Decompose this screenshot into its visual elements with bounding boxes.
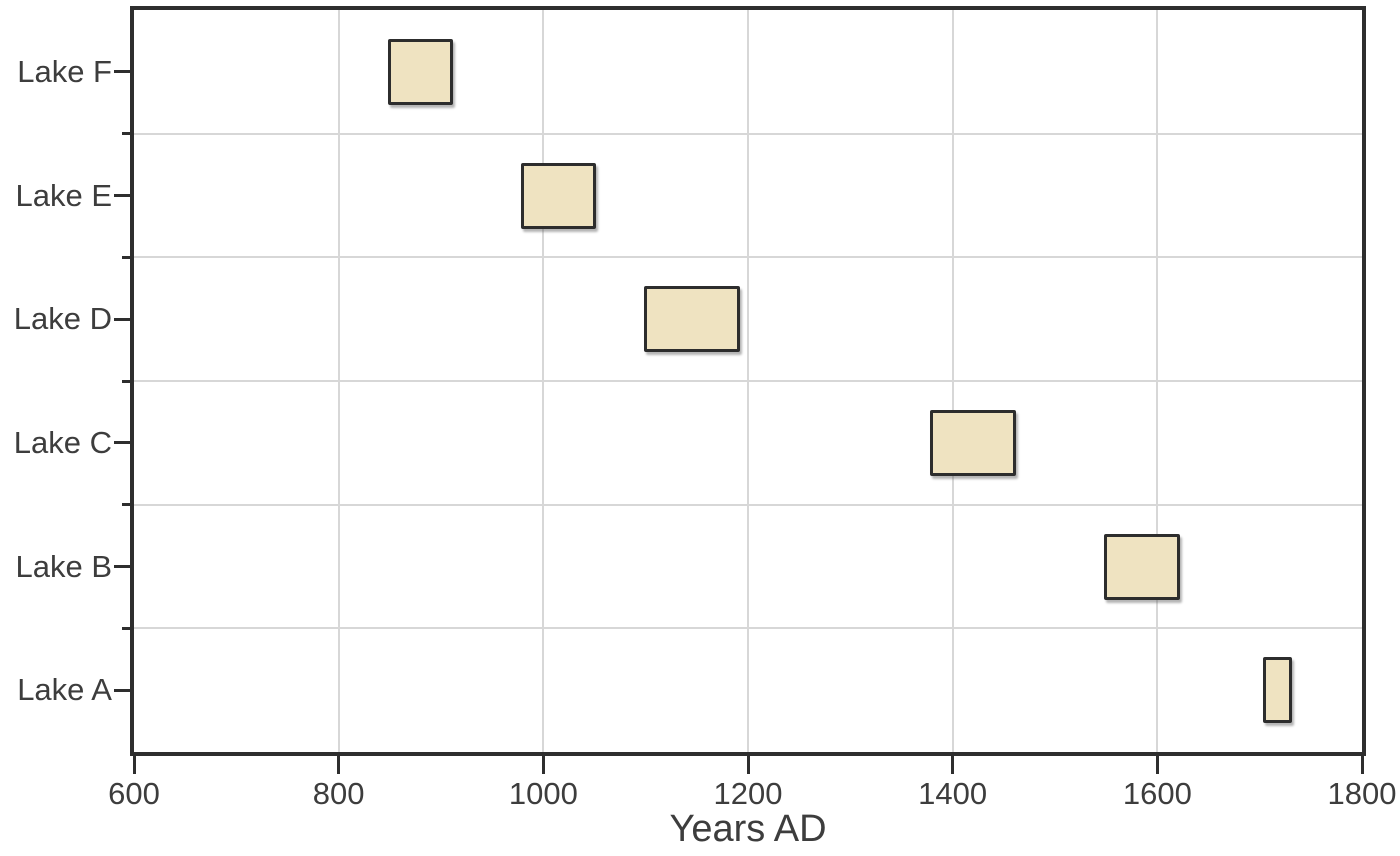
plot-area — [130, 6, 1366, 756]
y-axis-minor-tick — [122, 503, 130, 507]
y-axis-major-tick — [114, 70, 130, 74]
range-box-lake-e — [520, 162, 597, 229]
y-axis-major-tick — [114, 441, 130, 445]
horizontal-gridline — [134, 380, 1362, 382]
range-box-lake-f — [387, 38, 454, 105]
x-tick-label: 600 — [108, 776, 160, 811]
x-tick-label: 1600 — [1122, 776, 1192, 811]
range-box-lake-d — [643, 286, 740, 353]
x-tick-label: 1800 — [1327, 776, 1397, 811]
y-category-label: Lake E — [15, 177, 112, 213]
horizontal-gridline — [134, 256, 1362, 259]
y-axis-minor-tick — [122, 626, 130, 630]
y-axis-major-tick — [114, 194, 130, 197]
y-axis-major-tick — [114, 565, 130, 568]
y-category-label: Lake F — [17, 53, 112, 89]
y-axis-major-tick — [114, 317, 130, 321]
x-tick-label: 1000 — [508, 776, 578, 811]
x-axis-tick — [746, 756, 750, 774]
x-axis-title: Years AD — [669, 808, 827, 850]
x-tick-label: 1200 — [713, 776, 783, 811]
x-axis-tick — [132, 756, 136, 774]
horizontal-gridline — [134, 503, 1362, 506]
y-category-label: Lake B — [15, 548, 112, 584]
y-axis-minor-tick — [122, 132, 130, 136]
y-axis-minor-tick — [122, 379, 130, 383]
horizontal-gridline — [134, 132, 1362, 135]
y-axis-minor-tick — [122, 255, 130, 259]
x-axis-tick — [951, 756, 955, 774]
x-tick-label: 800 — [312, 776, 365, 811]
x-tick-label: 1400 — [918, 776, 988, 811]
range-box-lake-a — [1262, 657, 1293, 724]
x-axis-tick — [337, 756, 341, 774]
y-axis-major-tick — [114, 688, 130, 692]
x-axis-tick — [1155, 756, 1159, 774]
horizontal-gridline — [134, 627, 1362, 630]
y-category-label: Lake D — [13, 301, 112, 337]
x-axis-tick — [1360, 756, 1364, 774]
x-axis-tick — [541, 756, 545, 774]
y-category-label: Lake C — [13, 424, 112, 460]
range-box-lake-c — [930, 409, 1017, 476]
y-category-label: Lake A — [17, 672, 112, 708]
range-box-lake-b — [1104, 533, 1180, 600]
